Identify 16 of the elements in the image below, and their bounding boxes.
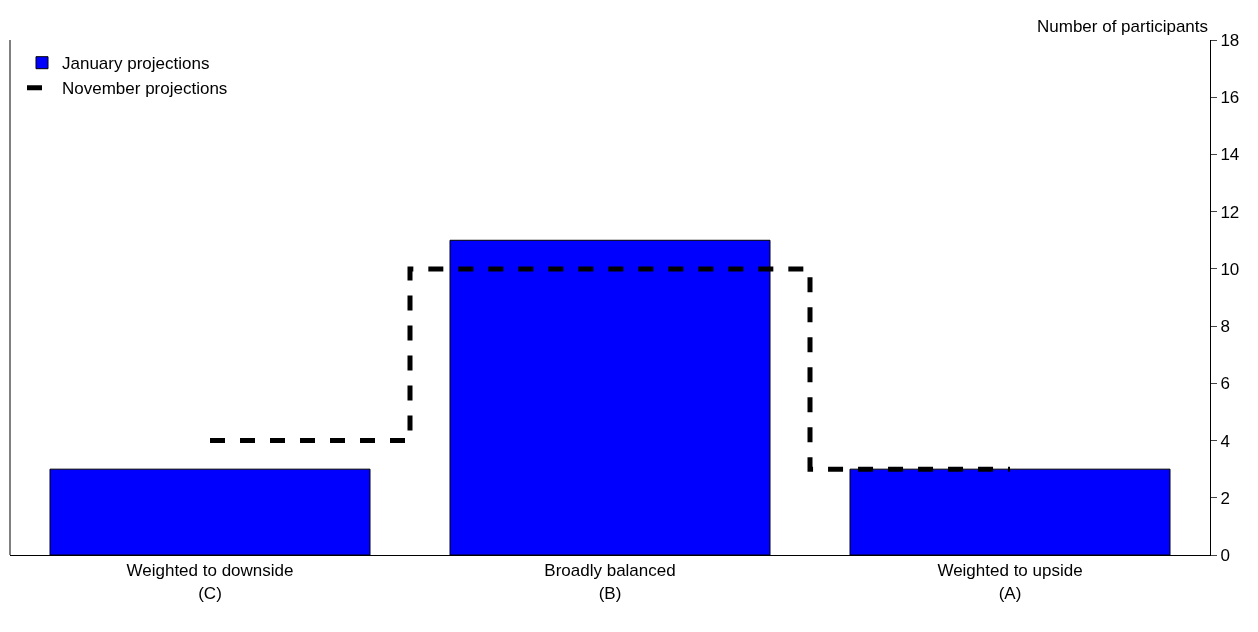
y-tick-label: 2: [1220, 488, 1230, 508]
x-tick-label: Broadly balanced (B): [544, 561, 676, 603]
y-tick-label: 8: [1220, 317, 1230, 337]
y-tick-label: 12: [1220, 202, 1240, 222]
y-tick-label: 14: [1220, 145, 1240, 165]
x-tick-label: Weighted to upside (A): [937, 561, 1083, 603]
y-tick-label: 18: [1220, 30, 1240, 50]
y-tick-label: 16: [1220, 88, 1240, 108]
y-tick-label: 10: [1220, 259, 1240, 279]
legend-label: January projections: [62, 54, 210, 74]
legend-label: November projections: [62, 79, 228, 99]
y-tick-label: 0: [1220, 545, 1230, 565]
x-tick-label: Weighted to downside (C): [126, 561, 294, 603]
y-tick-label: 4: [1220, 431, 1230, 451]
y-tick-label: 6: [1220, 374, 1230, 394]
y-axis-title: Number of participants: [1037, 17, 1209, 36]
